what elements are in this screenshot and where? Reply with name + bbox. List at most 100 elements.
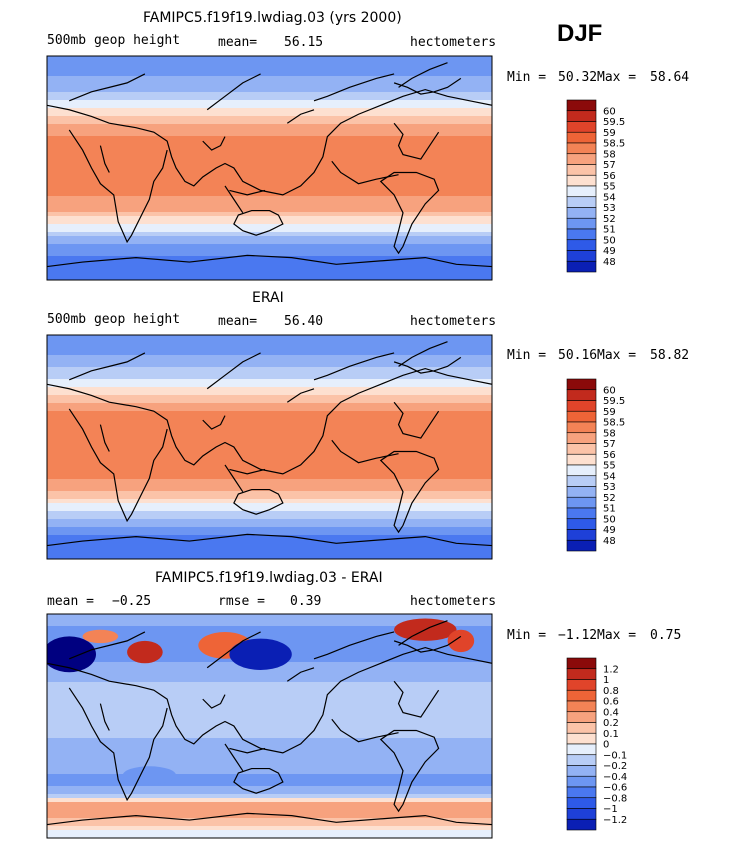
colorbar-tick-label: 56 [603,171,616,182]
panel-1-map [47,56,492,280]
heatmap-band [47,678,492,683]
heatmap-band [47,120,492,125]
colorbar-box [566,260,597,273]
coastline [69,632,145,659]
coastline [287,389,314,402]
coastline [225,744,243,771]
heatmap-band [47,212,492,217]
heatmap-band [47,395,492,400]
heatmap-band [47,499,492,504]
heatmap-band [47,375,492,380]
colorbar-tick-label: 60 [603,106,616,117]
map-frame [46,55,493,281]
heatmap-band [47,702,492,707]
heatmap-band [47,100,492,105]
panel-2-min-value: 50.16 [558,348,598,363]
heatmap-band [47,431,492,436]
colorbar-box [566,496,597,509]
heatmap-band [47,168,492,173]
colorbar-box [566,518,597,530]
coastline [332,440,399,462]
heatmap-band [47,555,492,559]
panel-3-units: hectometers [410,594,497,609]
coastlines [47,342,492,546]
heatmap-band [47,232,492,237]
heatmap-band [47,343,492,348]
heatmap-band [47,260,492,265]
coastline [381,172,439,253]
panel-1-mean-label: mean= [218,35,258,50]
heatmap-band [47,515,492,520]
heatmap-band [47,176,492,181]
heatmap-band [47,714,492,719]
colorbar-tick-label: 55 [603,182,616,193]
heatmap-band [47,160,492,165]
heatmap-band [47,200,492,205]
coastline [47,369,492,474]
heatmap-band [47,475,492,480]
coastline [47,648,492,753]
heatmap-band [47,96,492,101]
colorbar-tick-label: 58.5 [603,418,625,429]
heatmap-band [47,68,492,73]
heatmap-band [47,88,492,93]
panel-2-map [47,335,492,559]
heatmap-band [47,164,492,169]
colorbar-box [566,110,597,122]
colorbar-tick-label: −0.6 [603,783,627,794]
heatmap-band [47,734,492,739]
panel-1-max-label: Max = [597,70,637,85]
colorbar-box [566,443,597,455]
season-label: DJF [557,20,603,47]
colorbar-tick-label: 57 [603,439,616,450]
coastline [47,90,492,195]
heatmap-band [47,491,492,496]
coastlines [47,63,492,267]
heatmap-band [47,503,492,508]
panel-3-rmse-label: rmse = [218,594,265,609]
heatmap-band [47,188,492,193]
coastline [203,695,225,708]
heatmap-band [47,351,492,356]
panel-2-title: ERAI [252,290,284,306]
colorbar-box [566,99,597,112]
colorbar-box [566,507,597,520]
coastline [203,137,225,150]
colorbar-box [566,453,597,466]
colorbar-box [566,217,597,230]
heatmap-band [47,706,492,711]
heatmap-band [47,184,492,189]
heatmap-band [47,459,492,464]
heatmap-band [47,80,492,85]
coastline [100,704,109,731]
heatmap-band [47,463,492,468]
coastline [314,74,394,101]
heatmap-band [47,794,492,799]
heatmap-band [47,148,492,153]
colorbar-box [566,732,597,745]
coastline [381,451,439,532]
heatmap-band [47,439,492,444]
colorbar-box [566,529,597,541]
colorbar-box [566,464,597,477]
colorbar-box [566,754,597,766]
heatmap-band [47,539,492,544]
coastline [203,416,225,429]
heatmap-band [47,347,492,352]
panel-3-rmse-value: 0.39 [290,594,322,609]
colorbar-box [566,378,597,391]
heatmap-band [47,60,492,65]
heatmap-band [47,690,492,695]
anomaly-region [447,629,475,653]
heatmap-band [47,156,492,161]
heatmap-band [47,407,492,412]
colorbar-tick-label: 60 [603,385,616,396]
coastline [234,490,283,515]
colorbar-tick-label: 59.5 [603,396,625,407]
heatmap-band [47,128,492,133]
colorbar-box [566,228,597,241]
heatmap-band [47,64,492,69]
heatmap-band [47,535,492,540]
heatmap-band [47,742,492,747]
coastline [399,621,448,646]
